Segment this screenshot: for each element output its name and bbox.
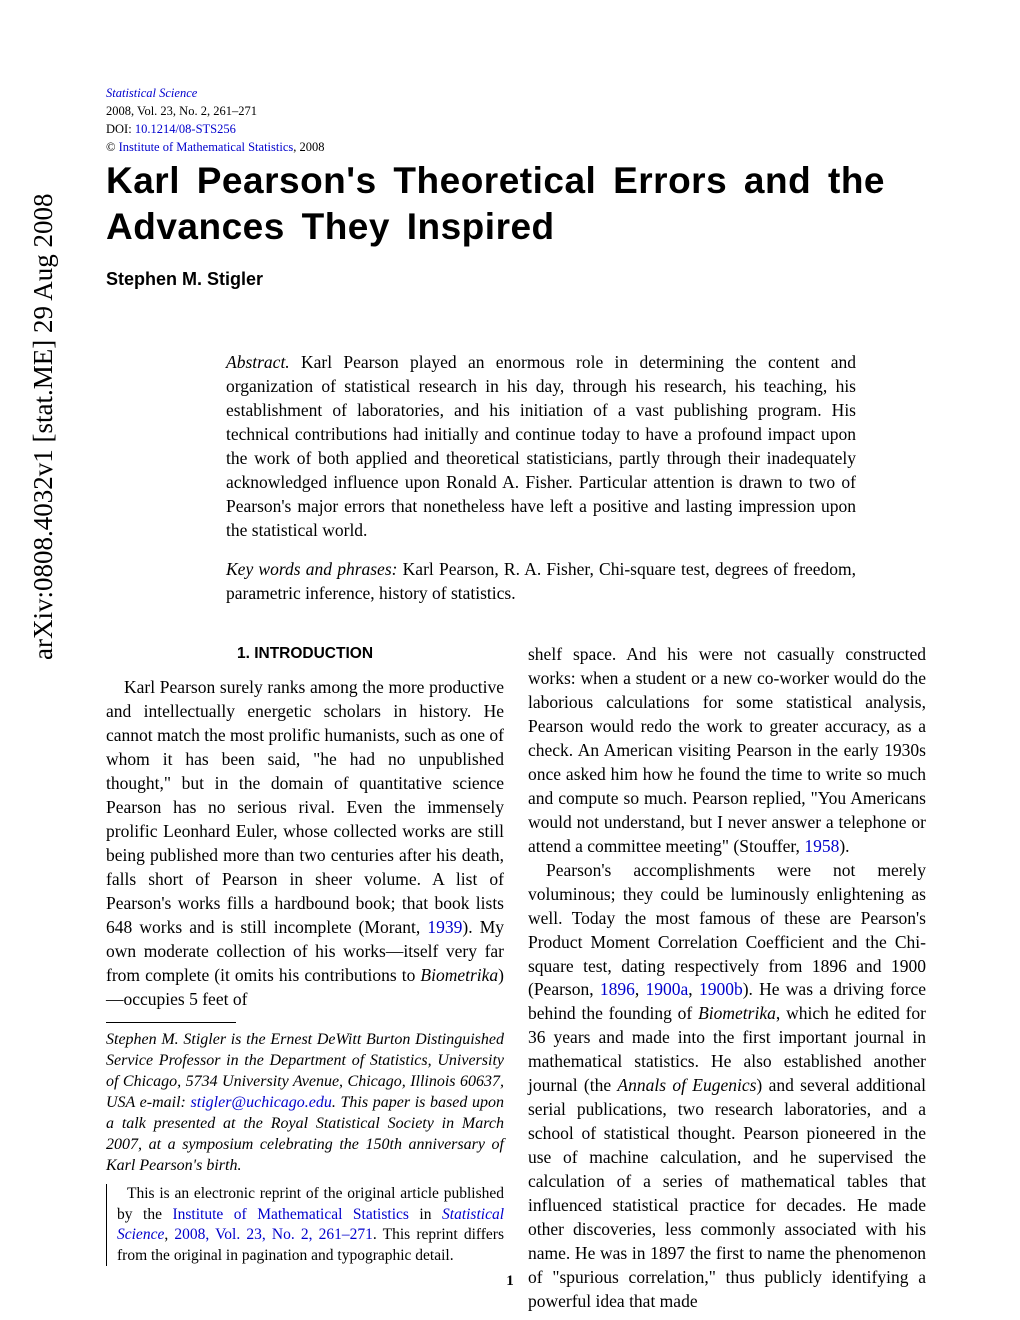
column-left: 1. INTRODUCTION Karl Pearson surely rank…: [106, 643, 504, 1314]
para-3-d: ) and several additional serial publicat…: [528, 1075, 926, 1311]
reprint-ims-link[interactable]: Institute of Mathematical Statistics: [172, 1206, 408, 1223]
doi-label: DOI:: [106, 122, 135, 136]
footnote-rule: [106, 1022, 236, 1023]
para-2-a: shelf space. And his were not casually c…: [528, 644, 926, 856]
body-columns: 1. INTRODUCTION Karl Pearson surely rank…: [106, 643, 926, 1314]
reprint-notice: This is an electronic reprint of the ori…: [106, 1184, 504, 1266]
para-2-b: ).: [839, 836, 849, 856]
para-2: shelf space. And his were not casually c…: [528, 643, 926, 859]
reprint-issue-link[interactable]: 2008, Vol. 23, No. 2, 261–271: [174, 1226, 373, 1243]
column-right: shelf space. And his were not casually c…: [528, 643, 926, 1314]
reprint-c: ,: [164, 1226, 174, 1243]
journal-link[interactable]: Statistical Science: [106, 86, 197, 100]
page-content: Statistical Science 2008, Vol. 23, No. 2…: [106, 84, 926, 1314]
author-name: Stephen M. Stigler: [106, 269, 926, 290]
header-meta: Statistical Science 2008, Vol. 23, No. 2…: [106, 84, 926, 156]
ref-1958[interactable]: 1958: [804, 836, 839, 856]
biometrika-2: Biometrika: [698, 1003, 776, 1023]
ref-1896[interactable]: 1896: [600, 979, 635, 999]
copyright-symbol: ©: [106, 140, 119, 154]
page-number: 1: [506, 1273, 514, 1290]
abstract: Abstract. Karl Pearson played an enormou…: [226, 350, 856, 543]
abstract-text: Karl Pearson played an enormous role in …: [226, 352, 856, 541]
copyright-year: , 2008: [293, 140, 324, 154]
doi-link[interactable]: 10.1214/08-STS256: [135, 122, 236, 136]
para-1-a: Karl Pearson surely ranks among the more…: [106, 677, 504, 937]
ims-link[interactable]: Institute of Mathematical Statistics: [119, 140, 294, 154]
author-email[interactable]: stigler@uchicago.edu: [191, 1094, 332, 1111]
para-3: Pearson's accomplishments were not merel…: [528, 859, 926, 1314]
keywords: Key words and phrases: Karl Pearson, R. …: [226, 557, 856, 605]
ref-1900a[interactable]: 1900a: [646, 979, 689, 999]
arxiv-stamp: arXiv:0808.4032v1 [stat.ME] 29 Aug 2008: [28, 194, 59, 660]
ref-1900b[interactable]: 1900b: [699, 979, 743, 999]
section-heading: 1. INTRODUCTION: [106, 643, 504, 664]
keywords-label: Key words and phrases:: [226, 559, 397, 579]
issue-line: 2008, Vol. 23, No. 2, 261–271: [106, 104, 257, 118]
paper-title: Karl Pearson's Theoretical Errors and th…: [106, 158, 926, 251]
ref-1939[interactable]: 1939: [427, 917, 462, 937]
annals: Annals of Eugenics: [617, 1075, 756, 1095]
author-footnote: Stephen M. Stigler is the Ernest DeWitt …: [106, 1029, 504, 1177]
reprint-b: in: [409, 1206, 442, 1223]
para-1: Karl Pearson surely ranks among the more…: [106, 676, 504, 1012]
biometrika-1: Biometrika: [420, 965, 498, 985]
abstract-label: Abstract.: [226, 352, 290, 372]
